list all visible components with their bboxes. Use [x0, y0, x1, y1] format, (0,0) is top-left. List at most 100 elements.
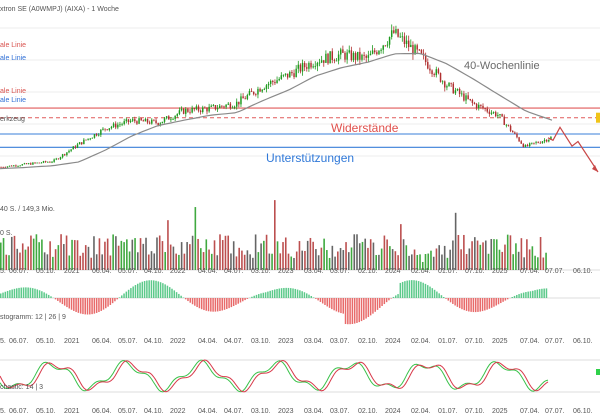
- macd-bar: [93, 298, 96, 314]
- macd-bar: [123, 293, 125, 298]
- volume-bar: [115, 236, 117, 270]
- volume-bar: [411, 254, 413, 270]
- volume-bar: [189, 244, 191, 270]
- volume-bar: [2, 238, 5, 270]
- candle-body: [490, 112, 493, 114]
- macd-bar: [310, 295, 313, 298]
- volume-bar: [405, 245, 408, 270]
- macd-bar: [175, 292, 178, 298]
- candle-body: [365, 55, 367, 58]
- chart-title: xtron SE (A0WMPJ) (AIXA) - 1 Woche: [0, 6, 119, 13]
- macd-bar: [242, 298, 244, 302]
- candle-body: [344, 52, 346, 60]
- x-tick-label: 03.10.: [251, 408, 271, 415]
- macd-bar: [27, 287, 29, 298]
- volume-bar: [254, 234, 257, 270]
- macd-bar: [223, 298, 226, 310]
- volume-bar: [391, 249, 394, 270]
- candle-body: [214, 105, 217, 110]
- macd-bar: [146, 280, 148, 298]
- volume-bar: [356, 234, 358, 270]
- candle-body: [454, 90, 457, 94]
- legend-item[interactable]: ale Linie: [0, 88, 27, 95]
- macd-bar: [328, 298, 331, 308]
- macd-bar: [36, 289, 39, 298]
- macd-bar: [477, 298, 479, 312]
- candle-body: [511, 130, 514, 133]
- candle-body: [38, 162, 41, 164]
- candle-body: [516, 133, 518, 138]
- candle-body: [206, 108, 208, 112]
- volume-bar: [57, 245, 60, 270]
- candle-body: [210, 105, 212, 107]
- candle-body: [36, 162, 38, 164]
- legend-item[interactable]: ale Linie: [0, 55, 27, 62]
- x-tick-label: 2022: [170, 338, 186, 345]
- macd-bar: [200, 298, 203, 310]
- volume-bar: [339, 248, 342, 270]
- candle-body: [144, 118, 147, 122]
- candle-body: [371, 50, 374, 54]
- candle-body: [263, 88, 266, 90]
- volume-bar: [153, 253, 156, 270]
- macd-bar: [180, 295, 182, 298]
- volume-bar: [263, 240, 265, 270]
- macd-bar: [340, 298, 342, 314]
- candle-body: [30, 163, 32, 165]
- candle-body: [78, 142, 81, 145]
- macd-bar: [221, 298, 223, 311]
- x-tick-label: 01.07.: [438, 268, 458, 275]
- legend-item[interactable]: erkzeug: [0, 116, 25, 123]
- volume-scale-label: 0 S.: [0, 230, 13, 237]
- macd-bar: [45, 293, 48, 298]
- volume-bar: [65, 235, 68, 270]
- volume-bar: [13, 235, 16, 270]
- macd-bar: [226, 298, 228, 310]
- candle-body: [492, 112, 495, 113]
- macd-bar: [205, 298, 207, 311]
- legend-item[interactable]: ale Linie: [0, 42, 27, 49]
- x-tick-label: 07.10.: [465, 408, 485, 415]
- candle-body: [356, 51, 359, 60]
- candle-body: [112, 123, 115, 127]
- volume-bar: [52, 256, 54, 270]
- macd-bar: [374, 298, 376, 312]
- macd-bar: [184, 298, 187, 300]
- macd-bar: [344, 298, 347, 325]
- candle-body: [444, 81, 446, 88]
- macd-bar: [230, 298, 233, 308]
- x-tick-label: 02.04.: [411, 338, 431, 345]
- candle-body: [526, 144, 529, 147]
- x-tick-label: 04.10.: [144, 338, 164, 345]
- macd-bar: [404, 281, 406, 298]
- macd-bar: [465, 298, 468, 311]
- candle-body: [74, 146, 77, 148]
- x-tick-label: 07.07.: [545, 408, 565, 415]
- volume-bar: [112, 234, 114, 270]
- candle-body: [301, 62, 304, 72]
- candle-body: [34, 162, 36, 164]
- volume-bar: [208, 249, 210, 270]
- candle-body: [225, 104, 227, 108]
- candle-body: [138, 118, 140, 124]
- candle-body: [312, 66, 314, 68]
- macd-bar: [367, 298, 370, 318]
- candle-body: [499, 114, 501, 116]
- legend-item[interactable]: ale Linie: [0, 97, 27, 104]
- candle-body: [272, 80, 274, 83]
- volume-bar: [216, 255, 219, 270]
- volume-bar: [490, 238, 493, 270]
- candle-body: [66, 152, 68, 156]
- macd-bar: [251, 296, 253, 298]
- macd-label: stogramm: 12 | 26 | 9: [0, 314, 66, 321]
- candle-body: [55, 158, 58, 160]
- macd-bar: [388, 298, 390, 301]
- candle-body: [293, 73, 295, 78]
- macd-bar: [89, 298, 91, 315]
- volume-bar: [54, 249, 57, 270]
- candle-body: [310, 62, 312, 68]
- volume-bar: [73, 240, 76, 270]
- macd-bar: [504, 298, 507, 301]
- macd-bar: [31, 288, 34, 298]
- macd-bar: [527, 291, 529, 298]
